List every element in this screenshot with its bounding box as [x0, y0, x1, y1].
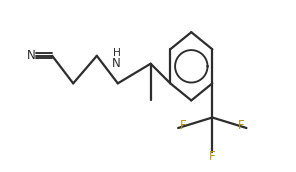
- Text: F: F: [180, 119, 187, 132]
- Text: N: N: [27, 49, 35, 62]
- Text: N: N: [112, 57, 121, 70]
- Text: F: F: [238, 119, 244, 132]
- Text: F: F: [209, 150, 215, 163]
- Text: H: H: [112, 48, 120, 58]
